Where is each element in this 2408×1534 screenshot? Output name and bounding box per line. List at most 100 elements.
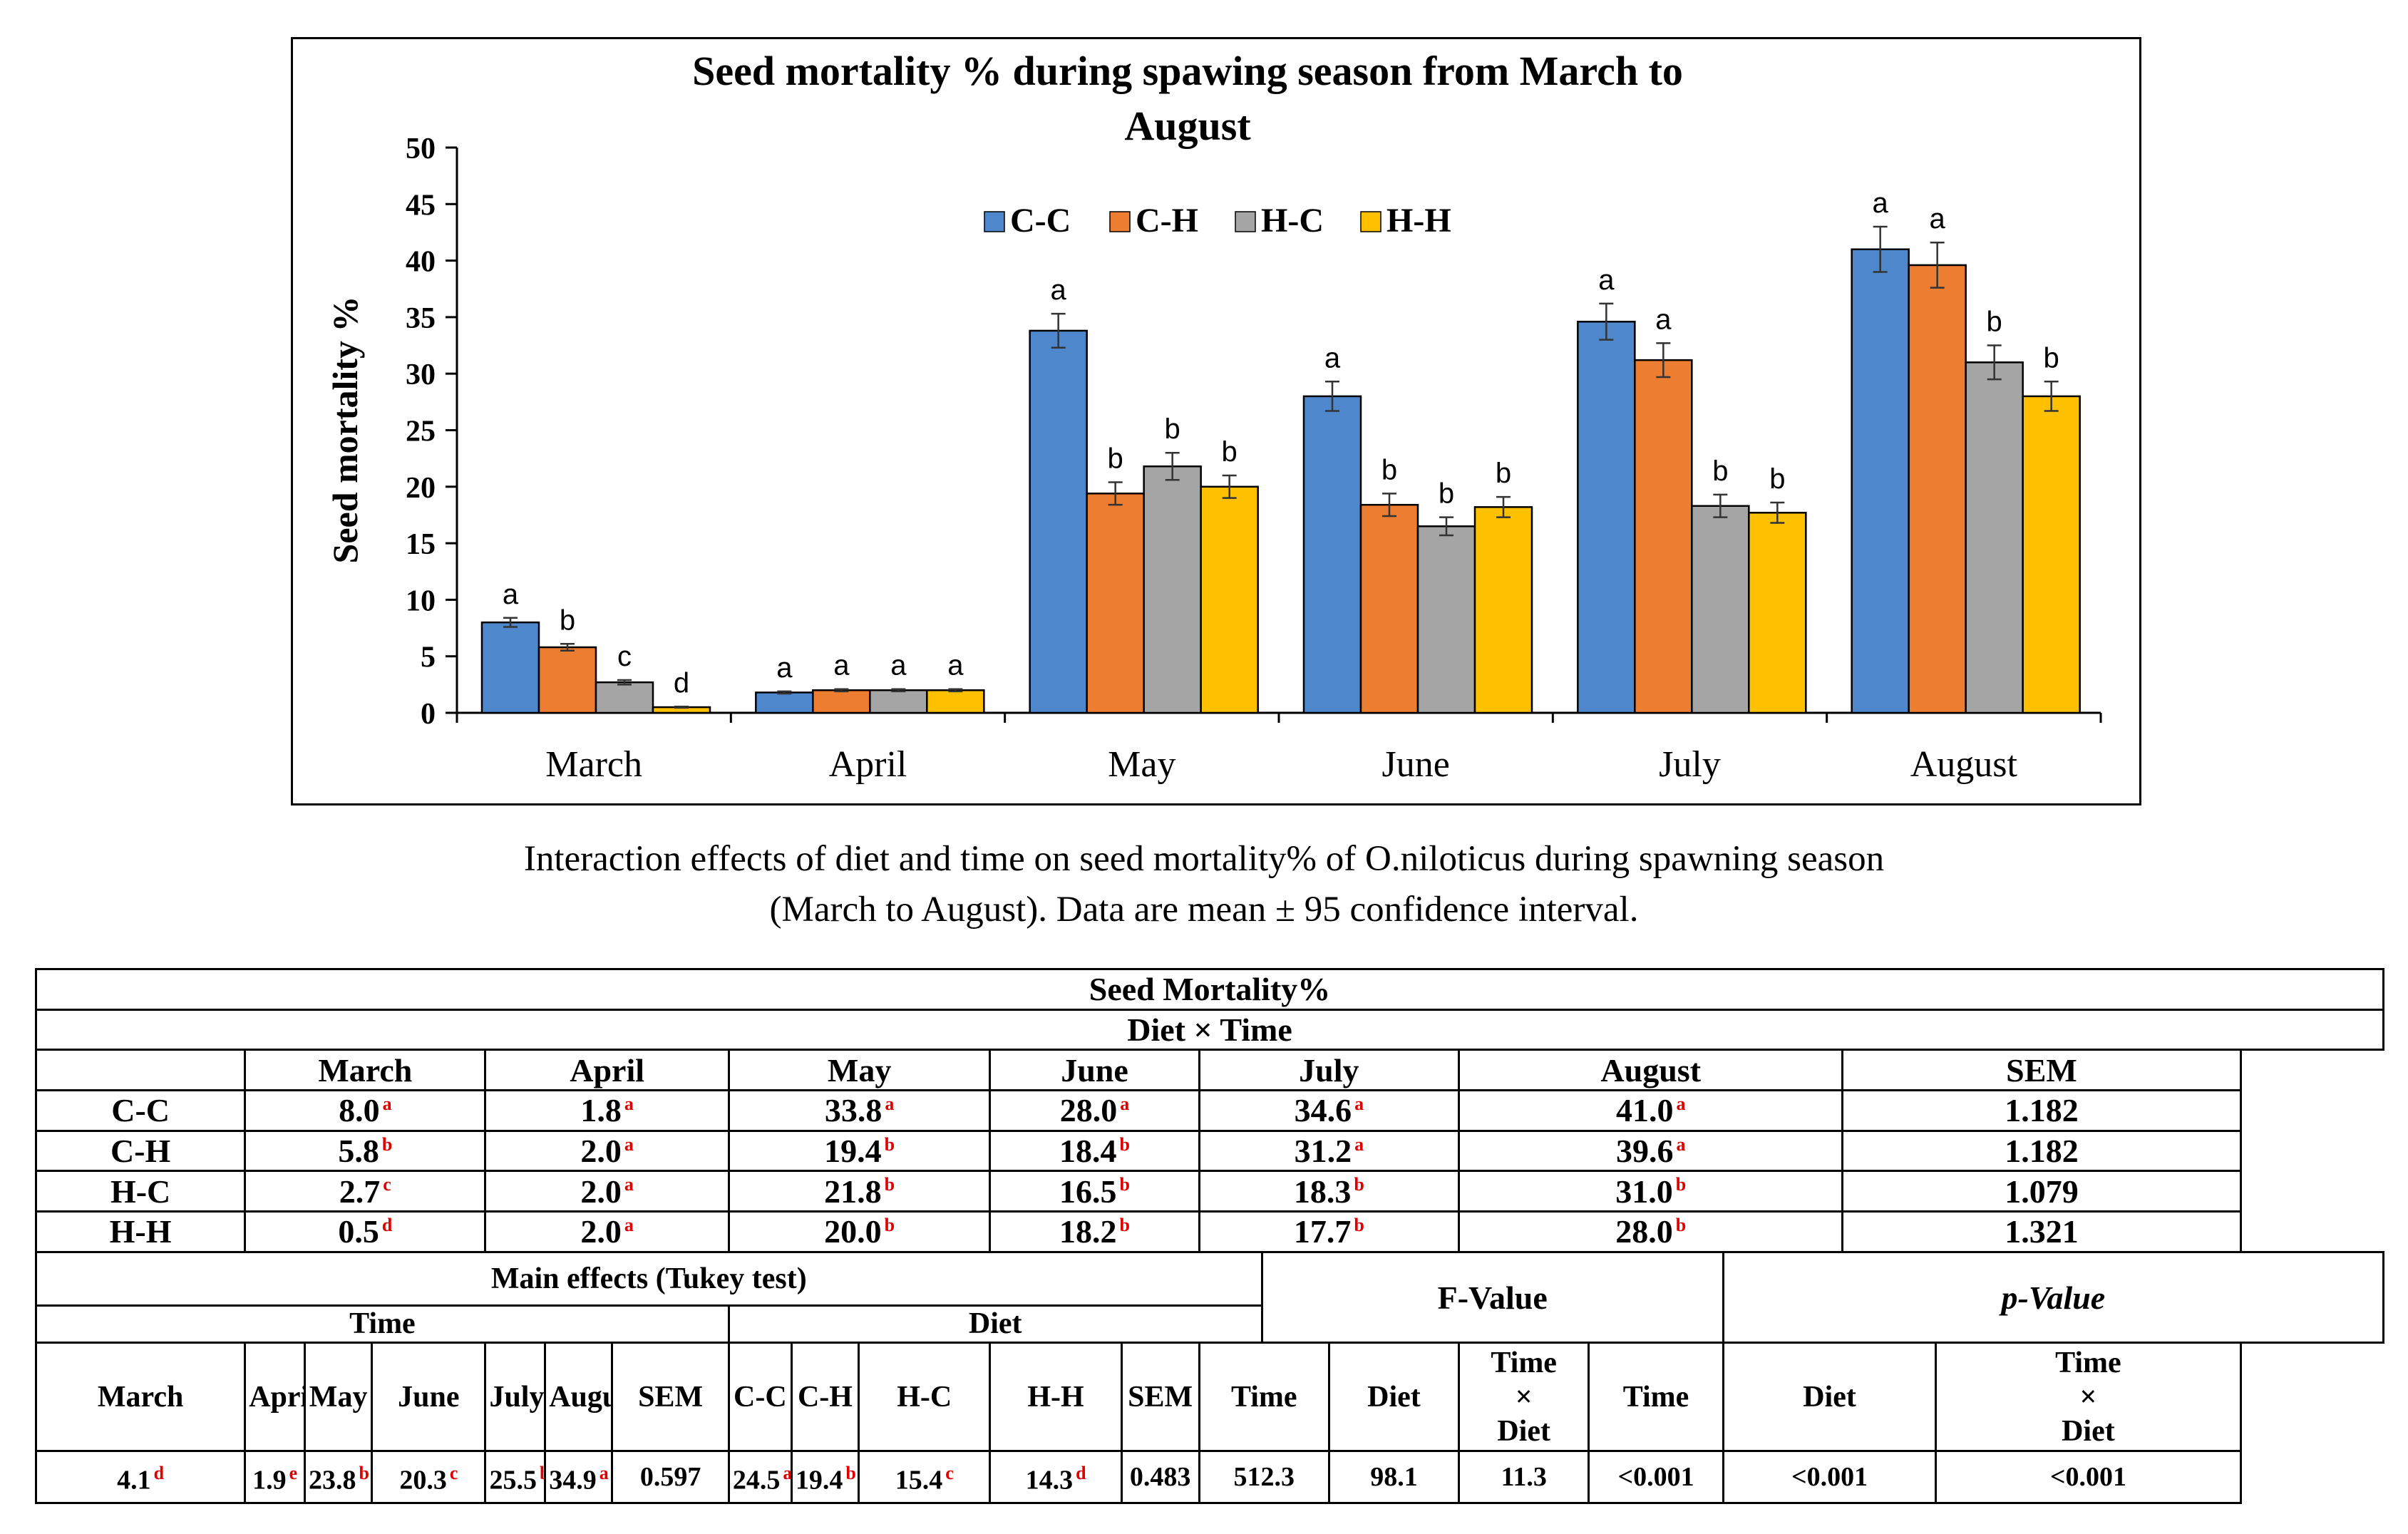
figure-caption: Interaction effects of diet and time on … — [214, 834, 2194, 935]
diet-header-h-c: H-C — [858, 1342, 992, 1453]
y-tick-label: 5 — [421, 642, 436, 674]
time-sem-cell-value: 0.597 — [639, 1462, 701, 1493]
significance-superscript: b — [1119, 1133, 1130, 1155]
header-july: July — [1198, 1049, 1461, 1092]
bar-C-H-May — [1086, 493, 1145, 714]
p-value-cell-value: <0.001 — [1617, 1462, 1694, 1493]
time-header-april: April — [244, 1342, 306, 1453]
time-mean-cell-value: 20.3 — [399, 1465, 447, 1496]
header-blank — [34, 1049, 247, 1092]
significance-letter: a — [1051, 274, 1067, 306]
interaction-cell: 2.0 a — [484, 1210, 730, 1253]
interaction-cell-value: 2.0 — [580, 1173, 622, 1210]
significance-superscript: a — [1120, 1093, 1130, 1115]
interaction-cell-value: 19.4 — [824, 1133, 882, 1170]
bar-C-H-April — [812, 689, 871, 714]
time-header-march-value: March — [97, 1380, 184, 1414]
interaction-cell-value: 39.6 — [1615, 1133, 1674, 1170]
p-value-cell: <0.001 — [1935, 1450, 2242, 1504]
significance-superscript: b — [1119, 1174, 1130, 1195]
y-tick-label: 40 — [406, 246, 436, 279]
significance-superscript: a — [783, 1463, 792, 1484]
p-header-2-part: × — [2079, 1380, 2097, 1414]
significance-letter: a — [1930, 203, 1946, 235]
sem-cell: 1.182 — [1841, 1129, 2242, 1173]
significance-superscript: d — [153, 1463, 165, 1484]
time-sem-cell: 0.597 — [611, 1450, 730, 1504]
interaction-cell: 0.5 d — [244, 1210, 487, 1253]
interaction-cell-value: 33.8 — [824, 1092, 883, 1129]
significance-superscript: b — [1675, 1215, 1687, 1236]
interaction-cell-value: 31.2 — [1294, 1133, 1352, 1170]
f-header-2-part: Time — [1491, 1346, 1557, 1379]
legend-label-C-H: C-H — [1136, 202, 1198, 240]
significance-letter: b — [1769, 463, 1785, 495]
diet-mean-cell-value: 15.4 — [895, 1465, 943, 1496]
bar-C-H-June — [1359, 503, 1419, 714]
interaction-cell: 2.0 a — [484, 1170, 730, 1213]
interaction-cell: 41.0 a — [1458, 1089, 1844, 1132]
significance-superscript: b — [884, 1215, 895, 1236]
significance-superscript: b — [359, 1463, 369, 1484]
table-row-C-H: C-H 5.8 b 2.0 a 19.4 b 18.4 b 31.2 a 39.6 a 1.182 — [34, 1129, 2384, 1173]
p-header-2-part: Time — [2055, 1346, 2121, 1379]
diet-mean-cell: 24.5 a — [727, 1450, 793, 1504]
interaction-cell: 19.4 b — [727, 1129, 992, 1173]
bar-H-C-March — [595, 681, 654, 714]
f-header-1: Diet — [1327, 1342, 1461, 1453]
interaction-cell: 17.7 b — [1198, 1210, 1461, 1253]
row-label-C-C: C-C — [34, 1089, 247, 1132]
time-header-april-value: April — [249, 1380, 302, 1414]
time-header-march: March — [34, 1342, 247, 1453]
time-mean-cell: 4.1 d — [34, 1450, 247, 1504]
interaction-cell-value: 41.0 — [1615, 1092, 1674, 1129]
interaction-cell-value: 21.8 — [824, 1173, 882, 1210]
interaction-cell: 28.0 b — [1458, 1210, 1844, 1253]
significance-superscript: b — [845, 1463, 856, 1484]
significance-letter: a — [776, 652, 793, 684]
significance-superscript: a — [382, 1093, 392, 1115]
chart-title-line-2: August — [1124, 103, 1251, 149]
significance-superscript: d — [1076, 1463, 1086, 1484]
y-tick-label: 30 — [406, 359, 436, 391]
significance-superscript: a — [1676, 1133, 1686, 1155]
interaction-cell-value: 2.7 — [339, 1173, 381, 1210]
bar-C-C-July — [1577, 320, 1636, 714]
interaction-cell-value: 34.6 — [1294, 1092, 1352, 1129]
diet-mean-cell-value: 19.4 — [795, 1465, 843, 1496]
caption-line-2: (March to August). Data are mean ± 95 co… — [769, 890, 1639, 930]
significance-letter: a — [1324, 342, 1341, 374]
chart-title-line-1: Seed mortality % during spawing season f… — [692, 48, 1683, 94]
significance-superscript: a — [624, 1215, 634, 1236]
table-row-H-H: H-H 0.5 d 2.0 a 20.0 b 18.2 b 17.7 b 28.0 b 1.321 — [34, 1210, 2384, 1253]
time-header-may-value: May — [309, 1380, 368, 1414]
legend-swatch-C-H — [1109, 211, 1131, 232]
table-title: Seed Mortality% — [35, 968, 2384, 1011]
row-label-C-C-value: C-C — [111, 1092, 170, 1129]
significance-letter: d — [674, 667, 689, 699]
x-tick-label-april: April — [829, 744, 907, 785]
bar-C-C-June — [1302, 395, 1362, 714]
time-mean-cell-value: 23.8 — [309, 1465, 356, 1496]
legend-swatch-H-H — [1360, 211, 1381, 232]
diet-title: Diet — [727, 1304, 1263, 1344]
bar-C-H-March — [537, 646, 597, 714]
significance-superscript: a — [885, 1093, 895, 1115]
interaction-body: C-C 8.0 a 1.8 a 33.8 a 28.0 a 34.6 a 41.0 a 1.182 C-H 5… — [34, 1089, 2384, 1253]
y-tick-label: 15 — [406, 528, 436, 561]
row-label-C-H: C-H — [34, 1129, 247, 1173]
x-tick-label-august: August — [1910, 744, 2018, 785]
y-tick-label: 45 — [406, 189, 436, 222]
interaction-cell-value: 18.4 — [1059, 1133, 1117, 1170]
diet-header-c-c: C-C — [727, 1342, 793, 1453]
significance-superscript: b — [1354, 1215, 1364, 1236]
legend-swatch-C-C — [984, 211, 1005, 232]
bar-H-H-July — [1748, 512, 1807, 714]
interaction-cell-value: 28.0 — [1059, 1092, 1118, 1129]
time-header-july: July — [484, 1342, 547, 1453]
header-august: August — [1458, 1049, 1844, 1092]
significance-letter: b — [1165, 413, 1180, 445]
sem-cell: 1.321 — [1841, 1210, 2242, 1253]
diet-header-h-h-value: H-H — [1027, 1380, 1084, 1414]
